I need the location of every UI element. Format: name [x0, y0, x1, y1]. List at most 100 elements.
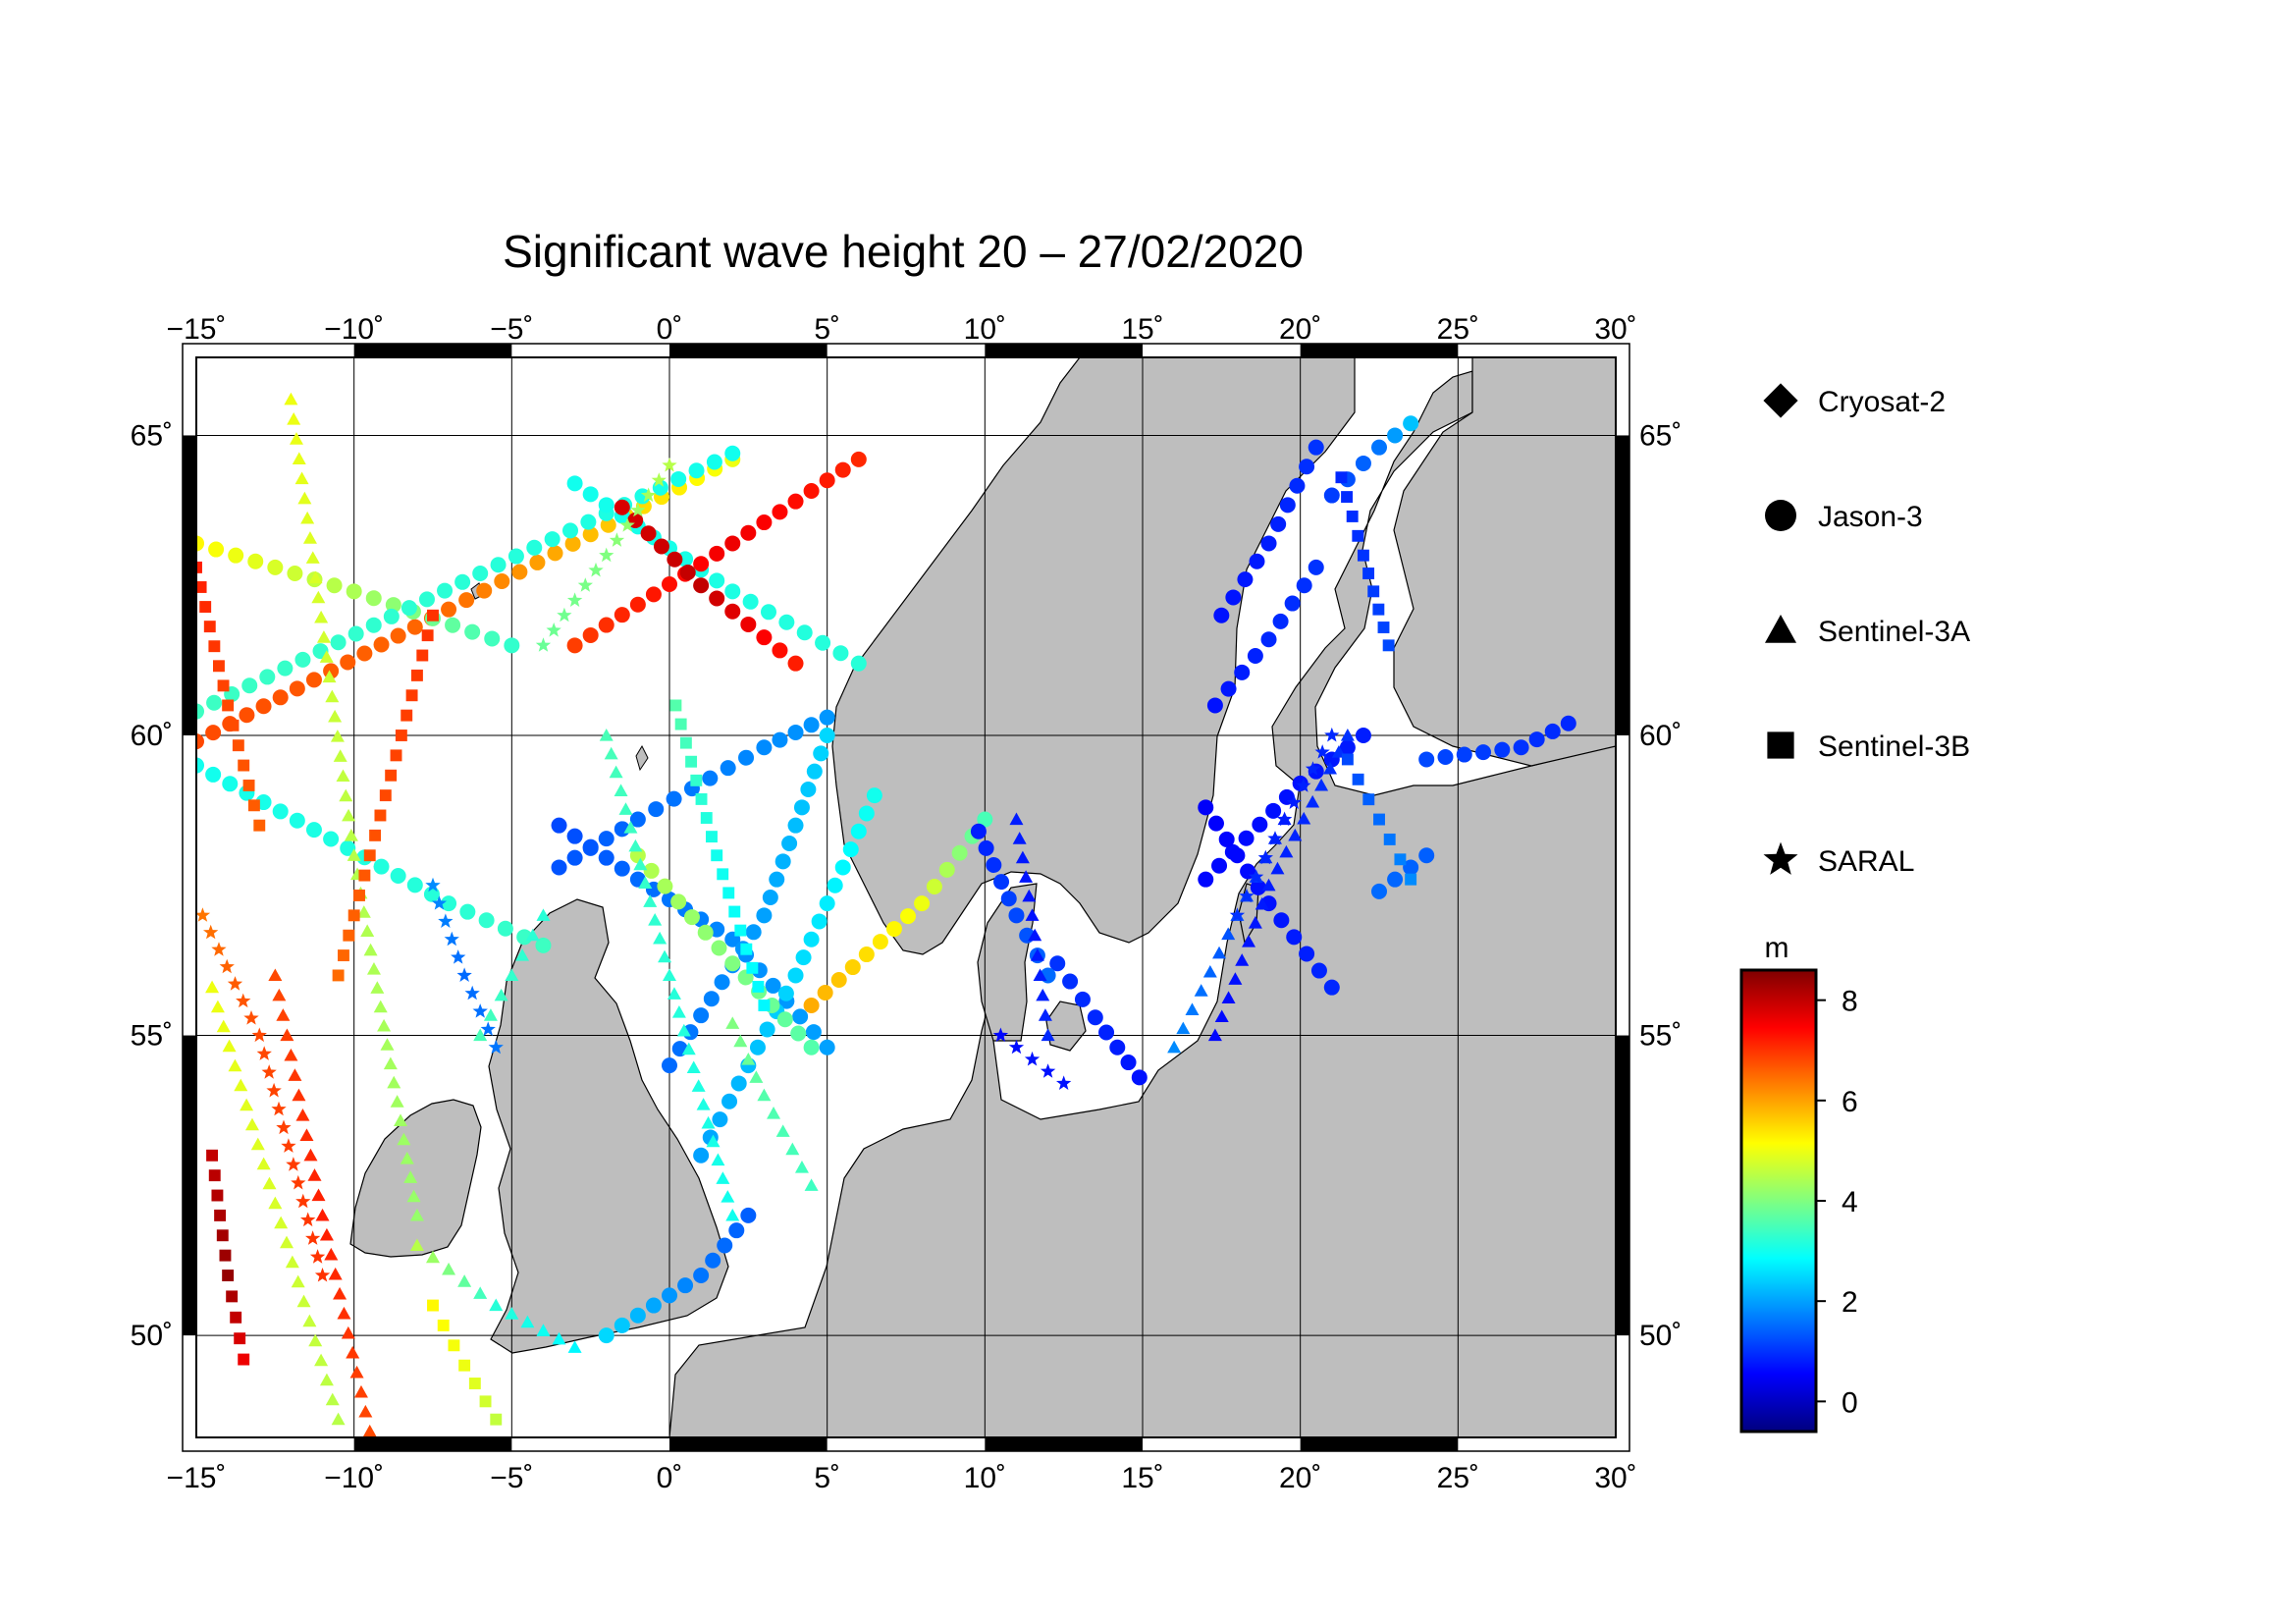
data-point [326, 577, 343, 594]
data-point [431, 895, 448, 910]
data-point [577, 577, 593, 592]
data-point [813, 745, 829, 762]
frame-bar-left [183, 1035, 196, 1336]
data-point [1323, 761, 1338, 775]
data-point [662, 457, 677, 472]
data-point [216, 1229, 229, 1242]
legend-label: SARAL [1818, 845, 1914, 878]
data-point [319, 1373, 334, 1386]
data-point [400, 1151, 414, 1164]
data-point [322, 670, 337, 683]
data-point [1323, 487, 1340, 504]
data-point [677, 1277, 694, 1294]
data-point [693, 556, 710, 572]
data-point [344, 829, 358, 841]
data-point [468, 1378, 481, 1389]
data-point [557, 607, 572, 622]
frame-bar-right [1616, 1035, 1629, 1336]
data-point [292, 1088, 306, 1102]
data-point [1299, 946, 1315, 962]
data-point [325, 1392, 340, 1406]
data-point [1357, 549, 1369, 562]
data-point [208, 1169, 221, 1182]
data-point [858, 805, 875, 822]
data-point [385, 597, 401, 614]
land-layer [349, 357, 1616, 1437]
data-point [1377, 622, 1390, 633]
data-point [562, 522, 579, 539]
data-point [219, 1249, 232, 1262]
data-point [640, 525, 657, 542]
lon-tick-label-top: 30˚ [1594, 313, 1636, 346]
data-point [418, 591, 435, 608]
data-point [724, 583, 741, 600]
data-point [1074, 991, 1091, 1007]
data-point [653, 931, 667, 945]
data-point [1314, 778, 1329, 791]
data-point [1238, 830, 1255, 846]
colorbar-unit: m [1765, 932, 1789, 964]
data-point [775, 1124, 790, 1137]
data-point [330, 730, 345, 742]
data-point [706, 454, 722, 470]
data-point [885, 921, 902, 938]
data-point [1528, 731, 1545, 748]
land-continental-europe [668, 357, 1616, 1437]
data-point [803, 998, 820, 1013]
data-point [395, 730, 407, 741]
data-point [741, 1053, 756, 1065]
data-point [1387, 871, 1404, 888]
data-point [671, 1005, 686, 1018]
data-point [1008, 907, 1025, 924]
data-point [1214, 1009, 1229, 1023]
data-point [340, 654, 356, 671]
data-point [580, 514, 597, 530]
data-point [305, 672, 322, 688]
data-point [296, 1294, 311, 1308]
data-point [1249, 553, 1265, 569]
legend-label: Sentinel-3A [1818, 616, 1970, 648]
data-point [1324, 727, 1340, 742]
data-point [832, 645, 849, 662]
data-point [497, 920, 513, 937]
data-point [546, 622, 561, 637]
chart-title: Significant wave height 20 – 27/02/2020 [503, 226, 1304, 277]
data-point [1220, 680, 1237, 697]
track-sentinel-3b [1341, 753, 1417, 886]
data-point [535, 937, 552, 953]
data-point [337, 1306, 351, 1320]
data-point [1373, 813, 1385, 826]
data-point [216, 1019, 231, 1033]
data-point [1405, 873, 1417, 886]
track-sentinel-3a [599, 729, 740, 1221]
data-point [566, 475, 583, 492]
map-panel: −15˚ −15˚ −10˚ −10˚ −5˚ −5˚ 0˚ 0˚ 5˚ 5˚ 10˚ 10˚ 15˚ 1… [131, 313, 1682, 1494]
track-jason-3 [196, 535, 520, 654]
data-point [1494, 741, 1511, 758]
data-point [255, 698, 272, 715]
data-point [738, 749, 755, 766]
data-point [1248, 915, 1262, 929]
data-point [629, 1307, 646, 1324]
data-point [1024, 1051, 1041, 1066]
data-point [776, 1011, 793, 1028]
data-point [670, 893, 687, 910]
data-point [319, 1227, 334, 1241]
data-point [208, 640, 221, 653]
data-point [358, 1404, 373, 1418]
data-point [728, 905, 741, 918]
data-point [643, 862, 660, 879]
data-point [645, 1297, 662, 1314]
data-point [598, 1327, 614, 1344]
data-point [516, 929, 533, 946]
data-point [1212, 946, 1227, 959]
lon-tick-label-top: −10˚ [324, 313, 384, 346]
lon-tick-label-top: −5˚ [490, 313, 533, 346]
data-point [358, 869, 371, 882]
data-point [196, 581, 207, 593]
data-point [256, 1046, 272, 1060]
frame-bar-top [353, 344, 512, 357]
data-point [1040, 1063, 1056, 1078]
data-point [666, 790, 682, 807]
data-point [1308, 439, 1324, 456]
